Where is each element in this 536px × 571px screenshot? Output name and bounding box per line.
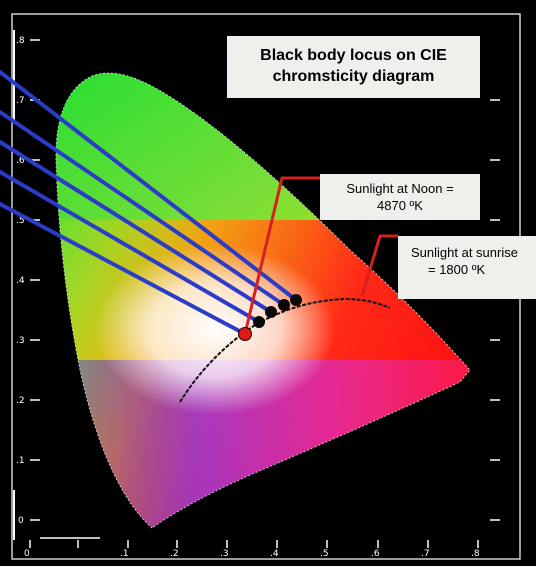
y-tick-label: .5 xyxy=(16,216,25,226)
locus-point xyxy=(265,306,277,318)
axis-ticks xyxy=(13,30,500,548)
y-tick-label: .1 xyxy=(16,456,25,466)
blackbody-locus-curve xyxy=(179,297,391,403)
noon-leader-line xyxy=(243,176,320,335)
sunrise-callout: Sunlight at sunrise = 1800 ºK xyxy=(398,236,536,299)
projection-line xyxy=(0,170,261,324)
locus-points xyxy=(253,294,302,328)
y-tick-label: .6 xyxy=(16,156,25,166)
x-tick-label: .2 xyxy=(170,549,179,559)
noon-callout-line-1: Sunlight at Noon = xyxy=(346,181,454,196)
spectral-locus-outline xyxy=(55,72,471,529)
x-tick-label: .6 xyxy=(371,549,380,559)
projection-lines xyxy=(0,70,298,336)
y-tick-label: .2 xyxy=(16,396,25,406)
diagram-title: Black body locus on CIE chromsticity dia… xyxy=(227,36,480,98)
y-tick-label: 0 xyxy=(18,516,24,526)
sunlight-noon-point xyxy=(238,327,252,341)
x-tick-label: .5 xyxy=(320,549,329,559)
leader-lines xyxy=(243,176,398,335)
noon-callout: Sunlight at Noon = 4870 ºK xyxy=(320,174,480,220)
locus-point xyxy=(253,316,265,328)
y-tick-label: .4 xyxy=(16,276,25,286)
projection-line xyxy=(0,202,247,336)
x-tick-label: .8 xyxy=(471,549,480,559)
x-tick-label: .1 xyxy=(120,549,129,559)
x-tick-label: .3 xyxy=(220,549,229,559)
y-tick-label: .8 xyxy=(16,36,25,46)
projection-line xyxy=(0,70,298,302)
noon-callout-line-2: 4870 ºK xyxy=(377,198,423,213)
projection-line xyxy=(0,110,286,307)
sunrise-callout-line-1: Sunlight at sunrise xyxy=(411,245,518,260)
sunrise-callout-line-2: = 1800 ºK xyxy=(428,262,486,277)
sunrise-leader-line xyxy=(360,234,398,297)
locus-point xyxy=(290,294,302,306)
x-tick-label: 0 xyxy=(24,549,30,559)
y-tick-label: .3 xyxy=(16,336,25,346)
x-tick-label: .7 xyxy=(421,549,430,559)
locus-point xyxy=(278,299,290,311)
title-line-2: chromsticity diagram xyxy=(272,68,435,85)
y-tick-label: .7 xyxy=(16,96,25,106)
x-tick-label: .4 xyxy=(270,549,279,559)
title-line-1: Black body locus on CIE xyxy=(260,47,447,64)
axis-tick-labels: 0 .1 .2 .3 .4 .5 .6 .7 .8 0 .1 .2 .3 .4 … xyxy=(16,36,480,559)
projection-line xyxy=(0,140,273,314)
